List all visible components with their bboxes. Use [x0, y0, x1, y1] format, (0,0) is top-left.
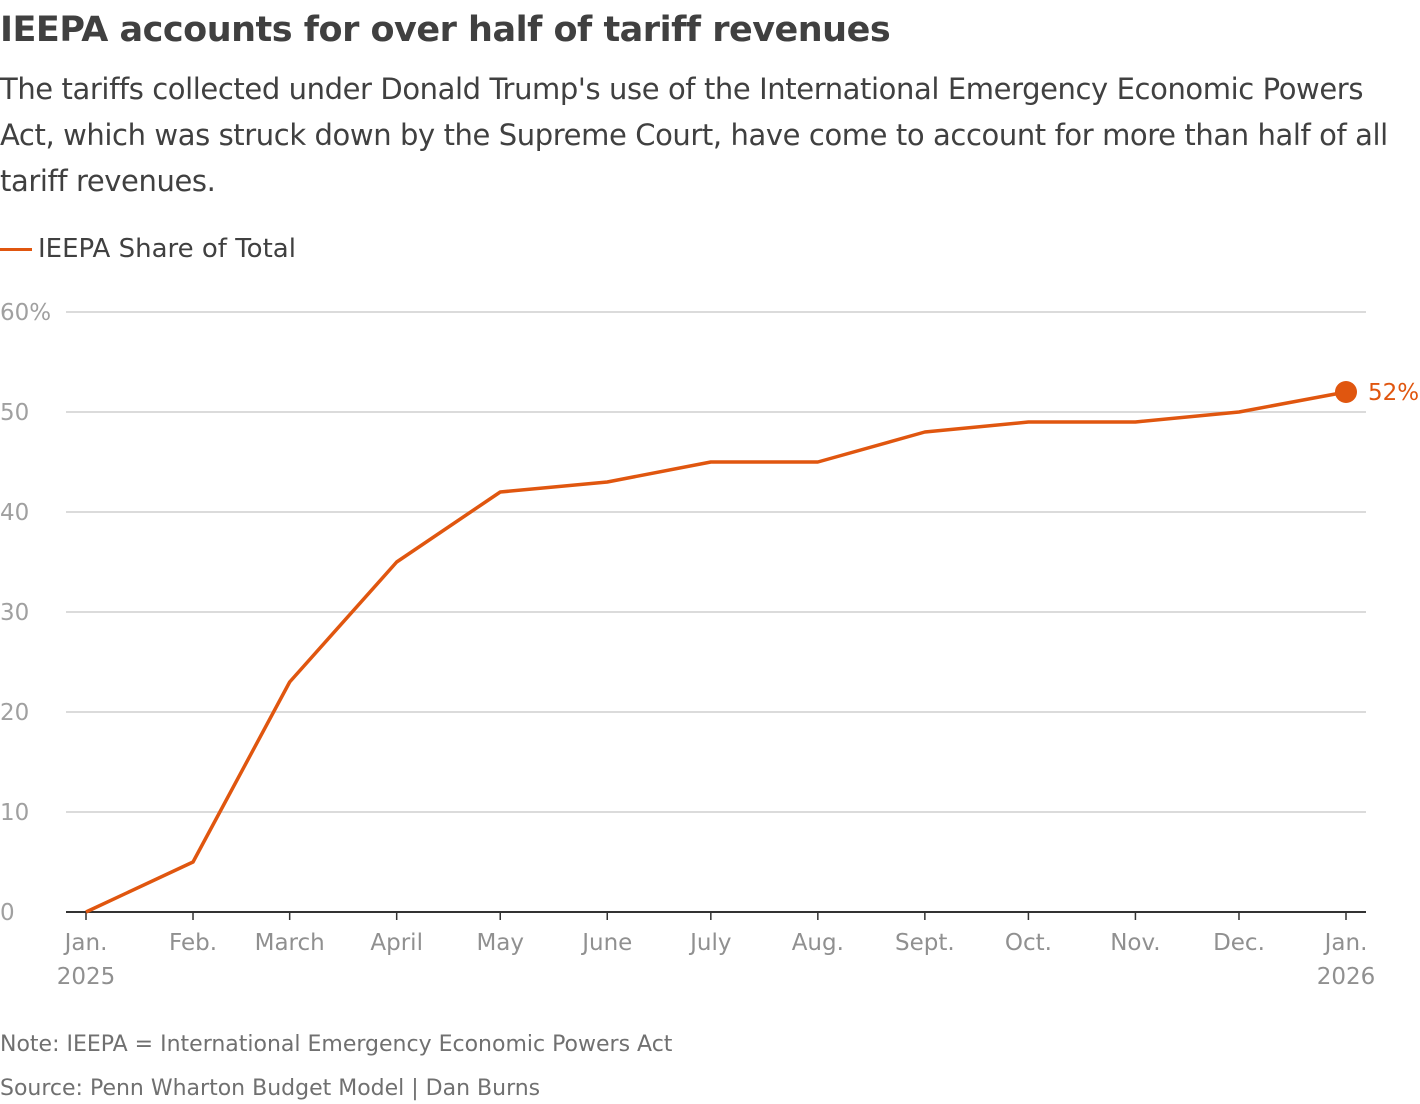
x-tick-label: June	[580, 930, 632, 956]
x-tick-label: Jan.	[63, 930, 108, 956]
x-tick-label: Jan.	[1323, 930, 1368, 956]
chart-source: Source: Penn Wharton Budget Model | Dan …	[0, 1076, 541, 1101]
y-tick-label: 50	[0, 400, 29, 426]
y-tick-label: 0	[0, 900, 15, 926]
y-tick-label: 10	[0, 800, 29, 826]
end-point-marker	[1335, 381, 1357, 403]
x-tick-label: March	[255, 930, 325, 956]
x-tick-label: July	[688, 930, 731, 956]
y-tick-label: 20	[0, 700, 29, 726]
x-tick-label: May	[476, 930, 524, 956]
y-tick-label: 60%	[0, 300, 51, 326]
x-tick-label: Dec.	[1213, 930, 1265, 956]
end-value-label: 52%	[1368, 380, 1419, 406]
y-tick-label: 30	[0, 600, 29, 626]
legend-label: IEEPA Share of Total	[38, 234, 296, 264]
chart-title: IEEPA accounts for over half of tariff r…	[0, 10, 891, 50]
x-tick-label: Feb.	[169, 930, 217, 956]
x-tick-label: Oct.	[1005, 930, 1052, 956]
x-tick-label: Aug.	[792, 930, 844, 956]
x-tick-label: April	[370, 930, 423, 956]
x-tick-year: 2026	[1317, 964, 1376, 990]
x-tick-year: 2025	[57, 964, 116, 990]
legend-swatch	[0, 247, 32, 251]
x-tick-label: Nov.	[1110, 930, 1160, 956]
y-tick-label: 40	[0, 500, 29, 526]
series-line	[85, 390, 1347, 914]
x-tick-label: Sept.	[895, 930, 955, 956]
chart-note: Note: IEEPA = International Emergency Ec…	[0, 1032, 673, 1057]
chart-subtitle: The tariffs collected under Donald Trump…	[0, 72, 1388, 198]
legend: IEEPA Share of Total	[0, 234, 296, 264]
